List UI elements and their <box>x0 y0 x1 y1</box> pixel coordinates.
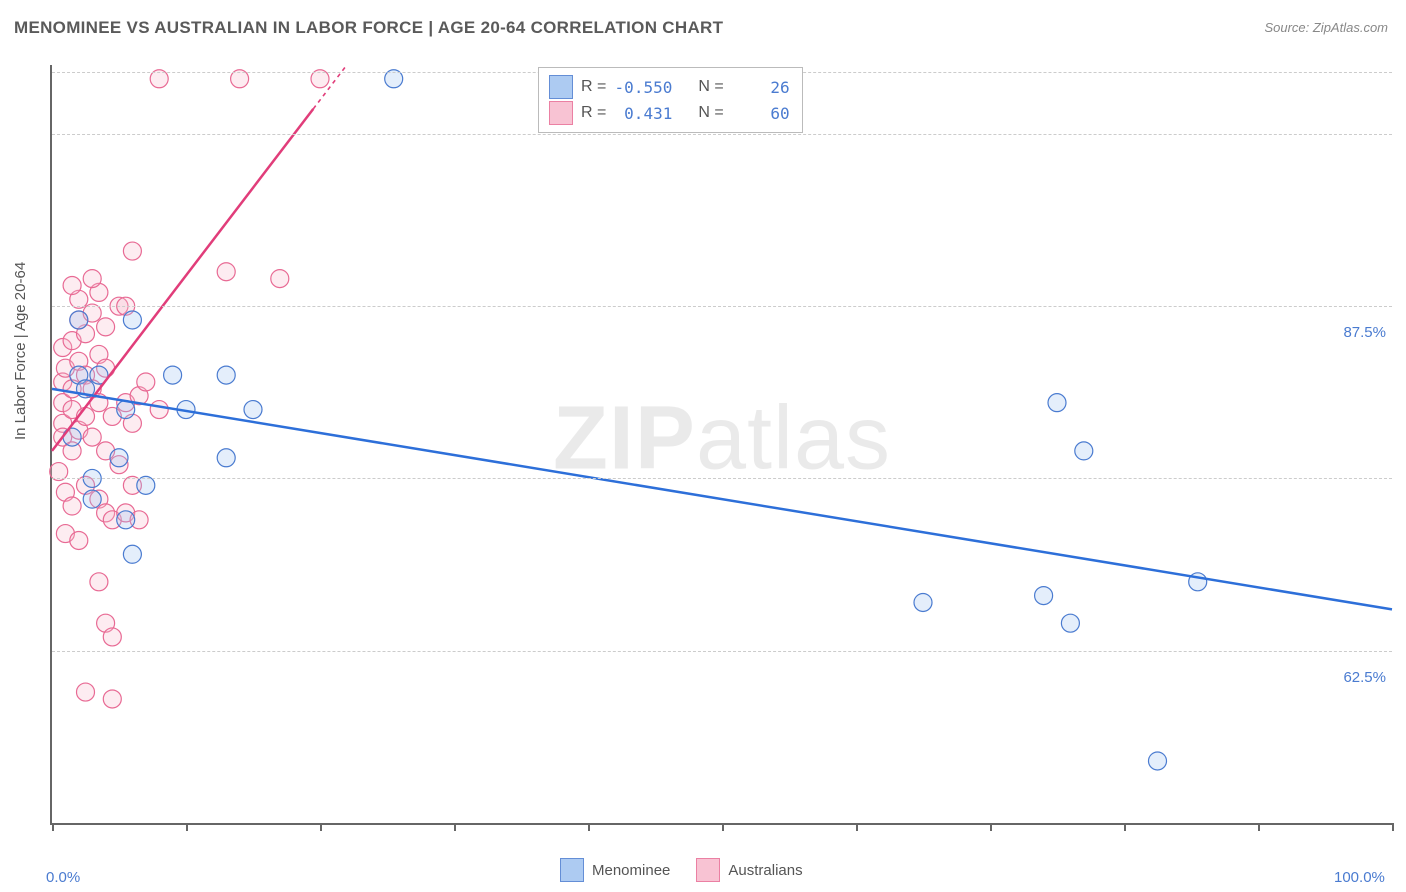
australians-point <box>271 270 289 288</box>
menominee-point <box>1035 587 1053 605</box>
x-tick <box>588 823 590 831</box>
australians-point <box>137 373 155 391</box>
y-tick-label: 62.5% <box>1343 669 1386 686</box>
n-label: N = <box>698 104 723 122</box>
legend-item-menominee: Menominee <box>560 858 670 882</box>
y-tick-label: 87.5% <box>1343 324 1386 341</box>
swatch-australians-bottom <box>696 858 720 882</box>
menominee-point <box>244 401 262 419</box>
legend-row-menominee: R = -0.550 N = 26 <box>549 74 790 100</box>
x-tick <box>454 823 456 831</box>
australians-point <box>217 263 235 281</box>
menominee-point <box>217 449 235 467</box>
n-label: N = <box>698 78 723 96</box>
x-tick-label: 0.0% <box>46 869 80 886</box>
menominee-point <box>1075 442 1093 460</box>
menominee-point <box>123 311 141 329</box>
menominee-point <box>217 366 235 384</box>
menominee-point <box>164 366 182 384</box>
x-tick <box>1124 823 1126 831</box>
x-tick <box>990 823 992 831</box>
australians-point <box>90 573 108 591</box>
plot-area: ZIPatlas 62.5%87.5% <box>50 65 1392 825</box>
x-tick <box>1258 823 1260 831</box>
australians-point <box>83 270 101 288</box>
menominee-regression-line <box>52 389 1392 610</box>
menominee-point <box>914 593 932 611</box>
swatch-menominee-bottom <box>560 858 584 882</box>
menominee-point <box>1149 752 1167 770</box>
x-tick <box>186 823 188 831</box>
australians-point <box>77 683 95 701</box>
legend-item-australians: Australians <box>696 858 802 882</box>
r-label: R = <box>581 104 606 122</box>
legend-label-menominee: Menominee <box>592 862 670 879</box>
australians-point <box>70 531 88 549</box>
gridline-h <box>52 651 1392 652</box>
australians-point <box>83 428 101 446</box>
menominee-point <box>83 490 101 508</box>
menominee-point <box>123 545 141 563</box>
gridline-h <box>52 306 1392 307</box>
n-value-menominee: 26 <box>732 78 790 97</box>
series-legend: Menominee Australians <box>560 858 803 882</box>
r-value-menominee: -0.550 <box>614 78 672 97</box>
swatch-australians <box>549 101 573 125</box>
x-tick-label: 100.0% <box>1334 869 1385 886</box>
x-tick <box>320 823 322 831</box>
australians-point <box>150 401 168 419</box>
x-tick <box>722 823 724 831</box>
australians-point <box>63 277 81 295</box>
menominee-point <box>1048 394 1066 412</box>
menominee-point <box>110 449 128 467</box>
gridline-h <box>52 134 1392 135</box>
menominee-point <box>117 511 135 529</box>
australians-point <box>97 318 115 336</box>
menominee-point <box>70 311 88 329</box>
correlation-legend: R = -0.550 N = 26 R = 0.431 N = 60 <box>538 67 803 133</box>
legend-row-australians: R = 0.431 N = 60 <box>549 100 790 126</box>
r-label: R = <box>581 78 606 96</box>
y-axis-label: In Labor Force | Age 20-64 <box>12 262 29 440</box>
australians-point <box>103 628 121 646</box>
menominee-point <box>1061 614 1079 632</box>
x-tick <box>856 823 858 831</box>
n-value-australians: 60 <box>732 104 790 123</box>
legend-label-australians: Australians <box>728 862 802 879</box>
australians-point <box>123 242 141 260</box>
x-tick <box>1392 823 1394 831</box>
r-value-australians: 0.431 <box>614 104 672 123</box>
swatch-menominee <box>549 75 573 99</box>
australians-point <box>63 497 81 515</box>
gridline-h <box>52 478 1392 479</box>
x-tick <box>52 823 54 831</box>
chart-title: MENOMINEE VS AUSTRALIAN IN LABOR FORCE |… <box>14 18 723 38</box>
source-label: Source: ZipAtlas.com <box>1264 20 1388 35</box>
australians-point <box>103 690 121 708</box>
chart-svg <box>52 65 1392 823</box>
